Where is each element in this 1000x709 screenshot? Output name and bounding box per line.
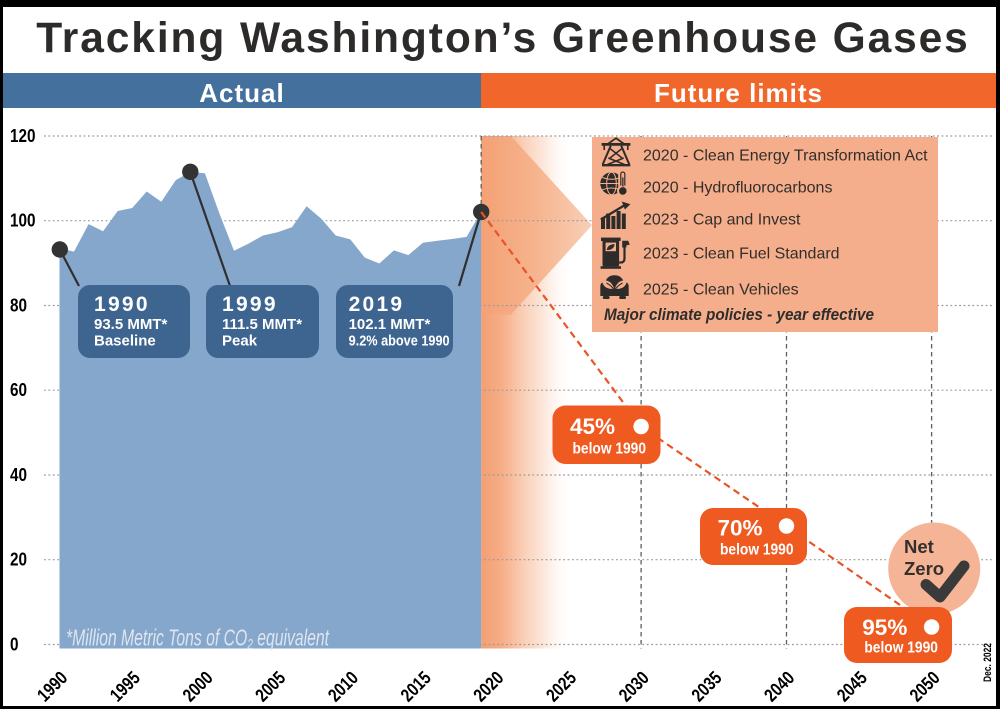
- svg-text:1990: 1990: [33, 667, 72, 706]
- svg-text:2030: 2030: [614, 667, 653, 706]
- svg-text:2005: 2005: [251, 667, 290, 706]
- svg-text:2023 - Clean Fuel Standard: 2023 - Clean Fuel Standard: [643, 246, 840, 263]
- svg-text:2035: 2035: [687, 667, 726, 706]
- svg-text:Baseline: Baseline: [94, 333, 156, 350]
- svg-text:20: 20: [10, 550, 27, 570]
- svg-text:2000: 2000: [178, 667, 217, 706]
- svg-text:*Million Metric Tons of CO2 eq: *Million Metric Tons of CO2 equivalent: [66, 624, 330, 653]
- svg-text:40: 40: [10, 465, 27, 485]
- svg-text:93.5 MMT*: 93.5 MMT*: [94, 316, 168, 333]
- svg-text:80: 80: [10, 296, 27, 316]
- svg-text:2010: 2010: [324, 667, 363, 706]
- svg-text:below 1990: below 1990: [573, 440, 647, 457]
- svg-text:2050: 2050: [905, 667, 944, 706]
- svg-text:95%: 95%: [862, 615, 907, 640]
- svg-text:below 1990: below 1990: [720, 542, 794, 559]
- svg-text:2025: 2025: [542, 667, 581, 706]
- svg-text:Major climate policies - year: Major climate policies - year effective: [604, 306, 874, 324]
- svg-text:9.2% above 1990: 9.2% above 1990: [349, 333, 450, 350]
- svg-text:45%: 45%: [570, 414, 615, 439]
- svg-text:70%: 70%: [718, 516, 763, 541]
- svg-text:1995: 1995: [105, 667, 144, 706]
- svg-text:2020 - Clean Energy Transforma: 2020 - Clean Energy Transformation Act: [643, 148, 928, 165]
- svg-text:2020 - Hydrofluorocarbons: 2020 - Hydrofluorocarbons: [643, 179, 832, 196]
- svg-text:2015: 2015: [396, 667, 435, 706]
- svg-text:2020: 2020: [469, 667, 508, 706]
- svg-text:Zero: Zero: [904, 558, 944, 579]
- svg-text:2023 - Cap and Invest: 2023 - Cap and Invest: [643, 212, 801, 229]
- svg-text:Dec. 2022: Dec. 2022: [982, 643, 994, 682]
- svg-text:111.5 MMT*: 111.5 MMT*: [222, 316, 302, 333]
- svg-text:60: 60: [10, 380, 27, 400]
- svg-text:120: 120: [10, 126, 36, 146]
- svg-text:Net: Net: [904, 536, 934, 557]
- svg-text:102.1 MMT*: 102.1 MMT*: [349, 316, 431, 333]
- svg-text:2045: 2045: [832, 667, 871, 706]
- svg-text:Peak: Peak: [222, 333, 258, 350]
- svg-text:2040: 2040: [760, 667, 799, 706]
- svg-text:below 1990: below 1990: [864, 640, 938, 657]
- svg-text:100: 100: [10, 211, 36, 231]
- svg-text:0: 0: [10, 635, 19, 655]
- svg-text:2025 - Clean Vehicles: 2025 - Clean Vehicles: [643, 282, 799, 299]
